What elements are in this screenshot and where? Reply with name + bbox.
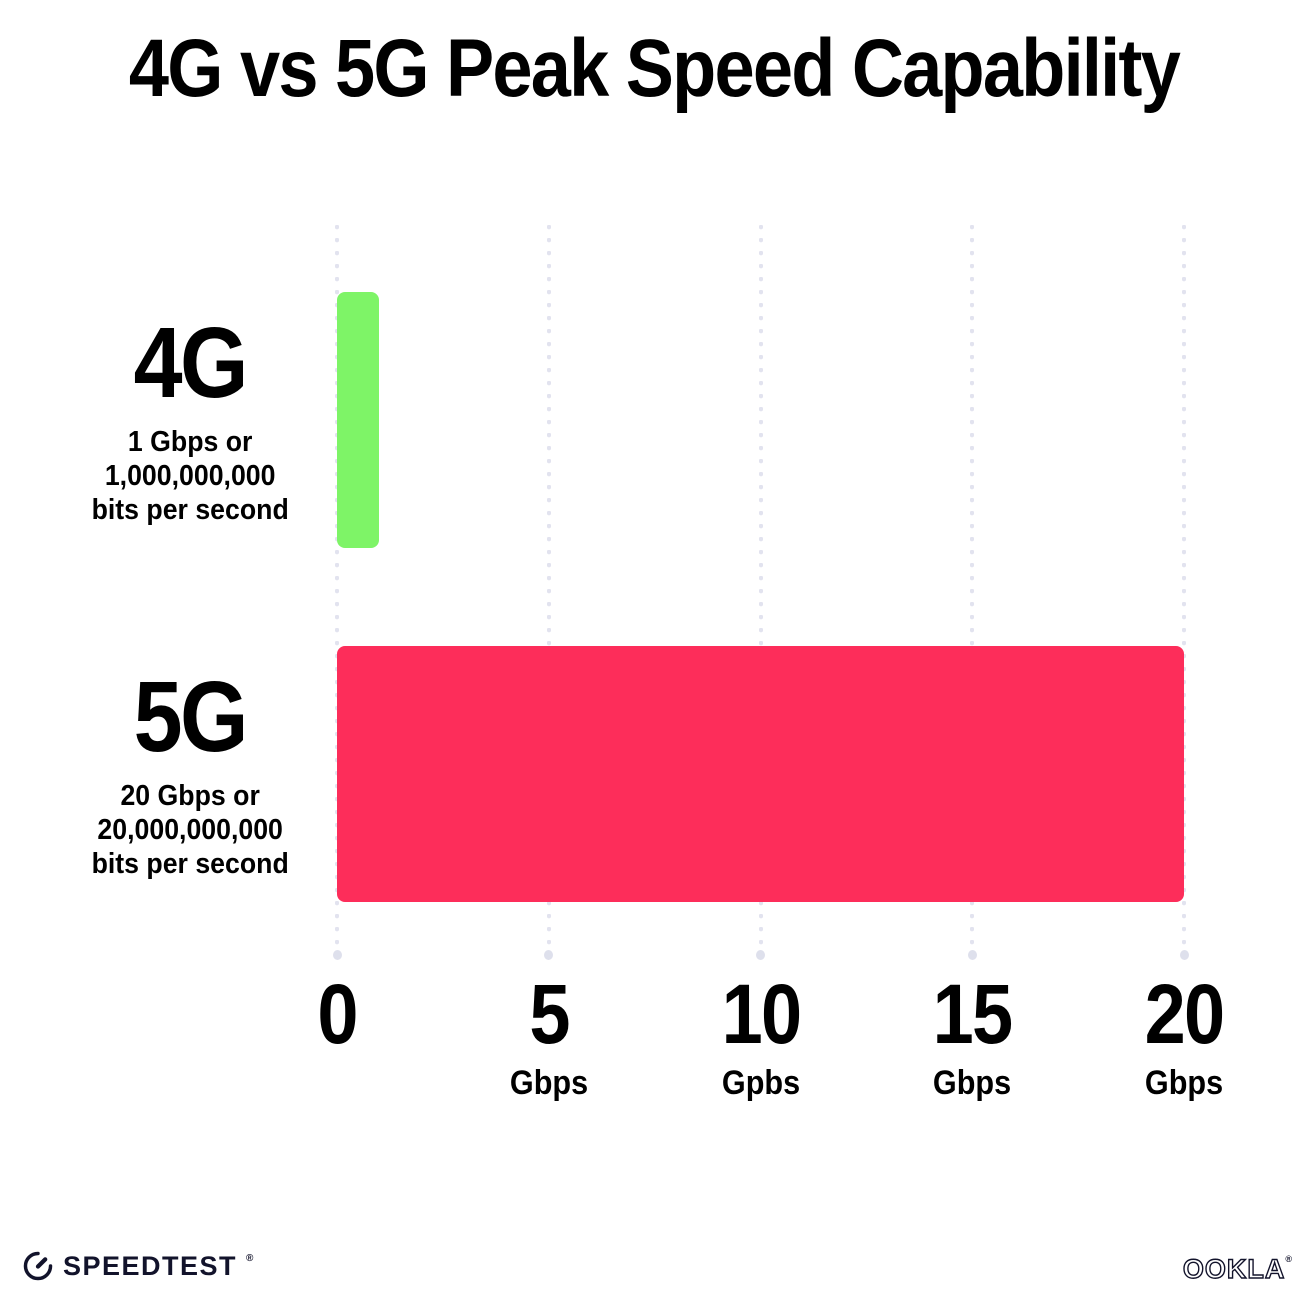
bar-5g — [337, 646, 1184, 902]
gridline-5 — [546, 225, 551, 948]
bar-4g — [337, 292, 380, 548]
ookla-wordmark: OOKLA — [1182, 1254, 1286, 1284]
x-tick-10: 10 Gpbs — [641, 972, 881, 1103]
speedtest-gauge-icon — [22, 1250, 54, 1282]
category-name: 5G — [133, 661, 249, 773]
x-tick-unit: Gbps — [933, 1064, 1012, 1102]
x-tick-number: 5 — [529, 967, 570, 1061]
gridline-end-dot-15 — [967, 950, 977, 960]
x-tick-number: 10 — [721, 967, 801, 1061]
x-tick-unit: Gbps — [509, 1064, 588, 1102]
x-tick-5: 5 Gbps — [429, 972, 669, 1103]
gridline-15 — [970, 225, 975, 948]
description-line: bits per second — [91, 494, 289, 526]
description-line: 20,000,000,000 — [97, 814, 283, 846]
gridline-10 — [758, 225, 763, 948]
x-tick-number: 15 — [932, 967, 1013, 1061]
category-description: 1 Gbps or 1,000,000,000 bits per second — [91, 425, 288, 527]
x-tick-20: 20 Gbps — [1064, 972, 1304, 1103]
x-tick-number: 0 — [317, 967, 358, 1061]
speedtest-logo: SPEEDTEST ® — [22, 1250, 253, 1282]
x-tick-unit — [229, 1064, 445, 1098]
category-name: 4G — [133, 307, 249, 419]
ookla-trademark-symbol: ® — [1285, 1254, 1292, 1264]
gridline-end-dot-10 — [756, 950, 765, 960]
row-label-5g: 5G 20 Gbps or 20,000,000,000 bits per secon… — [40, 636, 340, 912]
x-tick-number: 20 — [1144, 967, 1225, 1061]
speedtest-wordmark: SPEEDTEST — [63, 1250, 238, 1281]
description-line: 1,000,000,000 — [104, 460, 276, 492]
description-line: 20 Gbps or — [120, 780, 260, 812]
chart-title: 4G vs 5G Peak Speed Capability — [128, 23, 1181, 114]
description-line: bits per second — [91, 848, 289, 880]
x-tick-15: 15 Gbps — [852, 972, 1092, 1103]
ookla-logo: OOKLA ® — [1182, 1254, 1292, 1284]
gridline-20 — [1182, 225, 1186, 948]
category-description: 20 Gbps or 20,000,000,000 bits per second — [91, 779, 288, 881]
x-tick-unit: Gpbs — [721, 1064, 800, 1102]
x-tick-0: 0 — [217, 972, 457, 1098]
gridline-end-dot-5 — [544, 950, 554, 960]
description-line: 1 Gbps or — [127, 426, 253, 458]
row-label-4g: 4G 1 Gbps or 1,000,000,000 bits per second — [40, 282, 340, 558]
gridline-end-dot-20 — [1179, 950, 1189, 960]
gridline-end-dot-0 — [332, 950, 342, 960]
speedtest-trademark-symbol: ® — [246, 1252, 254, 1264]
x-tick-unit: Gbps — [1144, 1064, 1224, 1102]
gridline-0 — [335, 225, 339, 948]
